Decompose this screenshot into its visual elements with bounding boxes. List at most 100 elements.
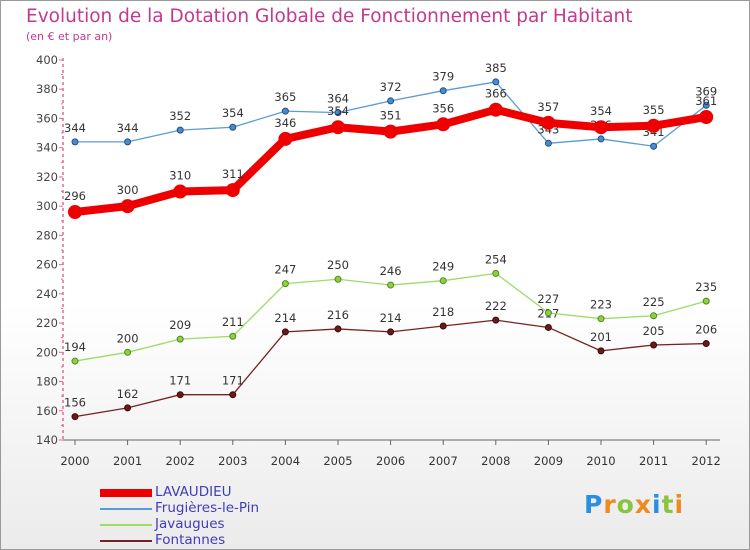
- chart-subtitle: (en € et par an): [26, 30, 112, 43]
- data-label: 218: [432, 305, 454, 319]
- data-label: 310: [169, 169, 191, 183]
- data-label: 346: [274, 116, 296, 130]
- x-tick-label: 2009: [534, 454, 563, 468]
- x-tick-label: 2005: [323, 454, 352, 468]
- data-point: [387, 281, 395, 289]
- y-tick-label: 220: [36, 316, 58, 330]
- data-label: 222: [485, 299, 507, 313]
- data-point: [387, 328, 395, 336]
- data-label: 351: [380, 109, 402, 123]
- data-point: [71, 413, 79, 421]
- data-label: 296: [64, 189, 86, 203]
- y-tick-label: 320: [36, 170, 58, 184]
- data-point: [176, 391, 184, 399]
- legend-label: Fontannes: [155, 532, 226, 548]
- data-label: 356: [432, 101, 454, 115]
- legend-swatch: [100, 508, 152, 510]
- data-point: [225, 183, 240, 198]
- data-label: 361: [695, 94, 717, 108]
- series-lavaudieu: 296 300 310 311 346 354 351 356 366 357 354 355 361: [64, 87, 717, 219]
- data-label: 369: [695, 84, 717, 98]
- data-label: 357: [537, 100, 559, 114]
- x-tick-label: 2006: [376, 454, 405, 468]
- y-tick-label: 180: [36, 375, 58, 389]
- data-label: 201: [590, 330, 612, 344]
- data-point: [124, 404, 132, 412]
- y-tick-label: 260: [36, 258, 58, 272]
- legend-swatch: [100, 524, 152, 526]
- data-label: 354: [222, 106, 244, 120]
- data-point: [650, 142, 658, 150]
- data-point: [71, 138, 79, 146]
- logo-letter: r: [603, 490, 617, 519]
- data-point: [650, 341, 658, 349]
- y-tick-label: 380: [36, 82, 58, 96]
- data-point: [176, 126, 184, 134]
- y-tick-label: 160: [36, 404, 58, 418]
- data-label: 171: [222, 374, 244, 388]
- data-point: [439, 87, 447, 95]
- data-point: [699, 110, 714, 124]
- data-point: [229, 332, 237, 340]
- data-point: [331, 120, 345, 135]
- data-label: 354: [590, 104, 612, 118]
- data-label: 354: [327, 104, 349, 118]
- data-label: 206: [695, 323, 717, 337]
- data-point: [702, 340, 710, 348]
- x-tick-label: 2008: [481, 454, 510, 468]
- data-point: [120, 199, 135, 214]
- x-tick-label: 2007: [429, 454, 458, 468]
- data-point: [544, 323, 552, 331]
- data-label: 250: [327, 258, 349, 272]
- data-label: 385: [485, 61, 507, 75]
- data-point: [229, 123, 237, 131]
- y-tick-label: 340: [36, 141, 58, 155]
- legend-label: Javaugues: [155, 516, 225, 532]
- data-point: [334, 275, 342, 283]
- data-label: 216: [327, 308, 349, 322]
- data-point: [439, 277, 447, 285]
- data-label: 300: [117, 183, 139, 197]
- data-label: 205: [643, 324, 665, 338]
- x-tick-label: 2012: [692, 454, 721, 468]
- x-tick-label: 2000: [60, 454, 89, 468]
- data-label: 246: [380, 264, 402, 278]
- data-point: [488, 102, 503, 117]
- series-frugi-res-le-pin: 344344352354365364372379385343346341369: [64, 61, 717, 150]
- data-point: [544, 309, 552, 317]
- data-point: [594, 120, 608, 135]
- data-label: 344: [117, 121, 139, 135]
- chart-title: Evolution de la Dotation Globale de Fonc…: [26, 6, 633, 27]
- data-label: 156: [64, 396, 86, 410]
- data-label: 352: [169, 109, 191, 123]
- logo-letter: i: [652, 490, 662, 519]
- data-label: 366: [485, 87, 507, 101]
- y-tick-label: 300: [36, 199, 58, 213]
- data-point: [646, 118, 661, 133]
- y-tick-label: 400: [36, 53, 58, 67]
- x-tick-label: 2004: [271, 454, 300, 468]
- data-label: 214: [380, 311, 402, 325]
- data-label: 355: [643, 103, 665, 117]
- data-point: [492, 78, 500, 86]
- y-tick-label: 280: [36, 228, 58, 242]
- y-tick-label: 240: [36, 287, 58, 301]
- data-point: [334, 325, 342, 333]
- logo-letter: P: [584, 490, 604, 519]
- data-label: 227: [537, 292, 559, 306]
- data-point: [544, 139, 552, 147]
- data-label: 200: [117, 331, 139, 345]
- data-label: 247: [274, 263, 296, 277]
- data-label: 223: [590, 298, 612, 312]
- data-point: [71, 357, 79, 365]
- logo-letter: i: [674, 490, 685, 519]
- data-point: [229, 391, 237, 399]
- data-point: [124, 348, 132, 356]
- x-tick-label: 2003: [218, 454, 247, 468]
- data-label: 214: [274, 311, 296, 325]
- legend-swatch: [100, 489, 152, 497]
- data-point: [492, 269, 500, 277]
- data-point: [702, 297, 710, 305]
- data-point: [173, 184, 188, 199]
